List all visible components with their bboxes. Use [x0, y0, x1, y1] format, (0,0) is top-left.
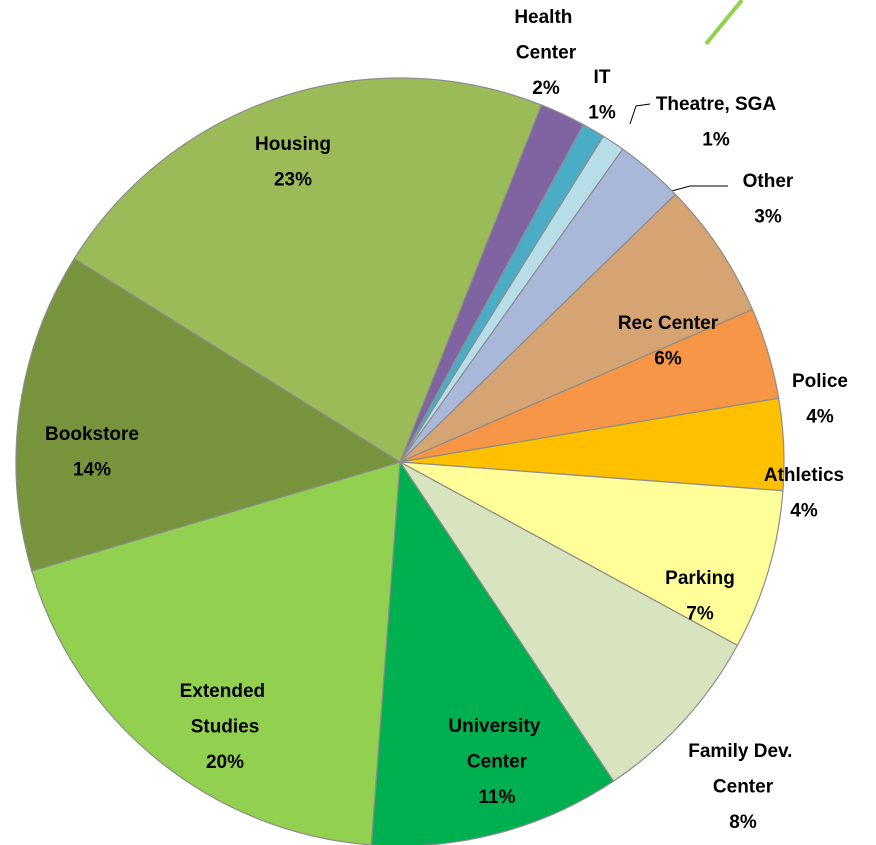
slice-value-label: 4% — [806, 407, 834, 428]
slice-value-label: 23% — [274, 170, 312, 191]
leader-line — [629, 103, 651, 125]
pie-slice — [399, 461, 784, 647]
slice-label: Health Center — [514, 7, 577, 64]
slice-label: Rec Center — [618, 313, 719, 334]
pie-slice — [15, 257, 402, 572]
slice-value-label: 4% — [790, 501, 818, 522]
label-line: Family Dev. — [688, 741, 797, 762]
label-line: Health — [514, 7, 577, 28]
slice-label: Housing — [255, 134, 331, 155]
slice-value-label: 6% — [654, 349, 682, 370]
slice-label: IT — [594, 67, 611, 88]
slice-value-label: 7% — [686, 604, 714, 625]
pie-slice — [370, 460, 615, 845]
label-line: University — [448, 716, 545, 737]
slice-label: Theatre, SGA — [656, 94, 777, 115]
slice-value-label: 11% — [479, 787, 516, 808]
label-line: Center — [713, 777, 774, 798]
pie-slice — [73, 77, 543, 463]
slice-value-label: 2% — [532, 78, 560, 99]
leader-line — [667, 185, 728, 193]
slice-value-label: 8% — [729, 812, 757, 833]
slice-value-label: 20% — [206, 752, 244, 773]
slice-value-label: 1% — [702, 130, 730, 151]
decoration-line — [704, 0, 744, 46]
slice-label: Extended Studies — [180, 681, 271, 738]
slice-label: Police — [792, 371, 848, 392]
slice-label: Athletics — [764, 465, 844, 486]
label-line: Center — [516, 43, 577, 64]
slice-label: University Center — [448, 716, 545, 773]
slice-label: Parking — [665, 568, 735, 589]
slice-label: Family Dev. Center — [688, 741, 797, 798]
slice-value-label: 14% — [73, 460, 111, 481]
label-line: Center — [467, 752, 528, 773]
slice-value-label: 3% — [754, 207, 782, 228]
label-line: Studies — [191, 717, 260, 738]
pie-slice — [399, 193, 754, 463]
slice-label: Bookstore — [45, 424, 139, 445]
pie-slice — [399, 461, 739, 782]
label-line: Extended — [180, 681, 271, 702]
pie-slice — [31, 461, 401, 845]
slice-label: Other — [743, 171, 794, 192]
slice-value-label: 1% — [588, 103, 616, 124]
